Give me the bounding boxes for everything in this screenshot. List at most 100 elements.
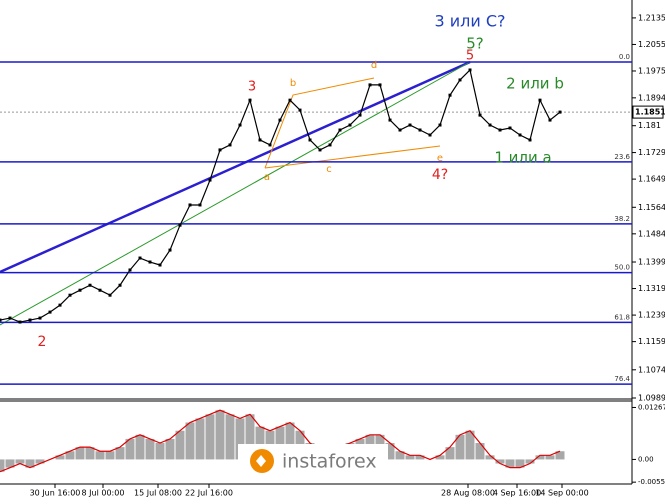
price-point [388, 118, 392, 122]
histogram-bar [85, 447, 95, 460]
watermark-text: instaforex [282, 451, 377, 473]
price-point [508, 126, 512, 130]
price-point [228, 143, 232, 147]
wave-label: 2 или b [506, 75, 564, 93]
wave-label: c [326, 164, 332, 175]
histogram-bar [205, 414, 215, 460]
wave-label: 4? [432, 167, 448, 183]
y-tick-label: 0.01267 [638, 403, 665, 411]
histogram-bar [515, 459, 525, 468]
histogram-bar [415, 455, 425, 460]
price-point [8, 316, 12, 320]
histogram-bar [155, 443, 165, 460]
y-tick-label: 1.1159 [638, 337, 665, 346]
price-point [138, 256, 142, 260]
price-point [518, 133, 522, 137]
price-point [478, 113, 482, 117]
histogram-bar [175, 430, 185, 460]
wave-line [264, 145, 441, 169]
wave-label: 3 [248, 80, 256, 95]
price-point [368, 83, 372, 87]
price-point [248, 98, 252, 102]
histogram-bar [435, 455, 445, 460]
x-tick-label: 8 Jul 00:00 [82, 489, 125, 498]
y-tick-label: 1.1399 [638, 258, 665, 267]
histogram-bar [75, 447, 85, 460]
y-tick-label: 1.1649 [638, 175, 665, 184]
histogram-bar [405, 455, 415, 460]
histogram-bar [135, 434, 145, 460]
wave-label: 3 или C? [434, 12, 505, 31]
price-point [408, 123, 412, 127]
histogram-bar [0, 459, 5, 472]
wave-label: 2 [38, 334, 47, 350]
histogram-bar [165, 438, 175, 460]
fib-label: 50.0 [614, 264, 630, 272]
price-point [288, 98, 292, 102]
y-tick-label: 1.2135 [638, 13, 665, 22]
y-tick-label: 1.1484 [638, 229, 665, 238]
price-point [348, 123, 352, 127]
fib-label: 23.6 [614, 153, 630, 161]
x-tick-label: 28 Aug 08:00 [441, 489, 495, 498]
price-point [438, 123, 442, 127]
price-point [318, 148, 322, 152]
price-point [28, 318, 32, 322]
price-point [468, 68, 472, 72]
y-tick-label: 1.1729 [638, 148, 665, 157]
logo-mark [256, 455, 266, 467]
histogram-bar [535, 455, 545, 460]
y-tick-label: 1.2055 [638, 40, 665, 49]
histogram-bar [95, 451, 105, 460]
price-point [488, 123, 492, 127]
plot-layer: 1.2135 1.2055 1.1975 1.1894 1.181 1.1729 1.164… [0, 12, 665, 498]
price-point [308, 138, 312, 142]
price-point [188, 203, 192, 207]
price-point [198, 203, 202, 207]
price-point [328, 143, 332, 147]
histogram-bar [65, 451, 75, 460]
histogram-bar [55, 455, 65, 460]
histogram-bar [495, 459, 505, 464]
histogram-bar [275, 426, 285, 460]
histogram-bar [185, 422, 195, 460]
price-point [538, 98, 542, 102]
price-point [278, 118, 282, 122]
price-point [108, 293, 112, 297]
y-tick-label: 1.1239 [638, 311, 665, 320]
histogram-bar [145, 438, 155, 460]
fib-label: 61.8 [614, 313, 630, 321]
histogram-bar [395, 451, 405, 460]
price-point [548, 118, 552, 122]
price-point [88, 283, 92, 287]
wave-label: 5? [466, 35, 484, 53]
price-point [68, 293, 72, 297]
current-price-label: 1.1851 [635, 108, 665, 117]
histogram-bar [385, 443, 395, 460]
price-point [398, 128, 402, 132]
y-tick-label: 0.00 [638, 455, 654, 463]
histogram-bar [115, 447, 125, 460]
wave-line [264, 77, 375, 169]
current-price-box [632, 105, 664, 119]
histogram-bar [505, 459, 515, 468]
x-tick-label: 4 Sep 16:00 [493, 489, 541, 498]
wave-label: d [371, 60, 377, 71]
price-point [128, 268, 132, 272]
x-tick-label: 30 Jun 16:00 [30, 489, 81, 498]
y-tick-label: 1.181 [638, 121, 661, 130]
y-tick-label: 1.1074 [638, 365, 665, 374]
histogram-bar [465, 430, 475, 460]
y-tick-label: 1.1894 [638, 93, 665, 102]
wave-label: 1 или a [494, 149, 551, 167]
price-point [528, 138, 532, 142]
price-point [208, 178, 212, 182]
histogram-bar [525, 459, 535, 464]
price-point [418, 128, 422, 132]
histogram-bar [455, 434, 465, 460]
y-tick-label: -0.00554 [638, 478, 665, 486]
price-point [558, 110, 562, 114]
histogram-bar [15, 459, 25, 464]
